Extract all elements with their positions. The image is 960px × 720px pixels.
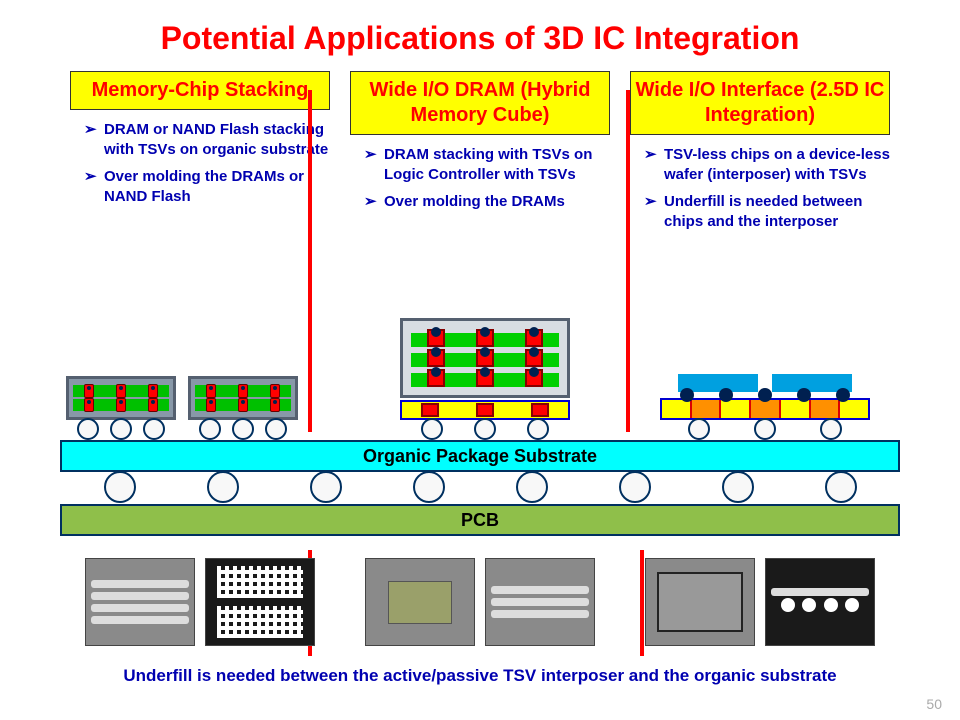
footnote-text: Underfill is needed between the active/p…	[0, 666, 960, 686]
solder-ball-row	[60, 470, 900, 504]
pcb-bar: PCB	[60, 504, 900, 536]
column-3: Wide I/O Interface (2.5D IC Integration)…	[620, 71, 900, 238]
separator-1	[308, 90, 312, 432]
sem-thumb-2a	[365, 558, 475, 646]
separator-2	[626, 90, 630, 432]
col1-bullet-2: Over molding the DRAMs or NAND Flash	[84, 167, 330, 208]
pkg-memstack-1	[66, 376, 176, 440]
column-1: Memory-Chip Stacking DRAM or NAND Flash …	[60, 71, 340, 238]
col2-bullet-2: Over molding the DRAMs	[364, 192, 610, 212]
thumb-group-3	[620, 552, 900, 652]
col3-bullet-1: TSV-less chips on a device-less wafer (i…	[644, 145, 890, 186]
col2-header: Wide I/O DRAM (Hybrid Memory Cube)	[350, 71, 610, 135]
col1-header: Memory-Chip Stacking	[70, 71, 330, 110]
pkg-hmc	[400, 318, 570, 440]
sem-thumb-3a	[645, 558, 755, 646]
interposer-25d-icon	[660, 374, 870, 420]
organic-substrate-bar: Organic Package Substrate	[60, 440, 900, 472]
stage: Organic Package Substrate PCB	[60, 440, 900, 536]
thumbnail-row	[60, 552, 900, 652]
memstack-icon	[66, 376, 176, 420]
sem-thumb-2b	[485, 558, 595, 646]
memstack-icon	[188, 376, 298, 420]
sem-thumb-1a	[85, 558, 195, 646]
col1-bullet-1: DRAM or NAND Flash stacking with TSVs on…	[84, 120, 330, 161]
sem-thumb-1b	[205, 558, 315, 646]
thumb-group-1	[60, 552, 340, 652]
columns-region: Memory-Chip Stacking DRAM or NAND Flash …	[0, 71, 960, 238]
col3-header: Wide I/O Interface (2.5D IC Integration)	[630, 71, 890, 135]
page-title: Potential Applications of 3D IC Integrat…	[0, 0, 960, 71]
hmc-icon	[400, 318, 570, 420]
column-2: Wide I/O DRAM (Hybrid Memory Cube) DRAM …	[340, 71, 620, 238]
col3-bullets: TSV-less chips on a device-less wafer (i…	[630, 145, 890, 232]
thumb-group-2	[340, 552, 620, 652]
col1-bullets: DRAM or NAND Flash stacking with TSVs on…	[70, 120, 330, 207]
col2-bullets: DRAM stacking with TSVs on Logic Control…	[350, 145, 610, 212]
page-number: 50	[926, 696, 942, 712]
col3-bullet-2: Underfill is needed between chips and th…	[644, 192, 890, 233]
pkg-25d	[660, 374, 870, 440]
col2-bullet-1: DRAM stacking with TSVs on Logic Control…	[364, 145, 610, 186]
sem-thumb-3b	[765, 558, 875, 646]
pkg-memstack-2	[188, 376, 298, 440]
